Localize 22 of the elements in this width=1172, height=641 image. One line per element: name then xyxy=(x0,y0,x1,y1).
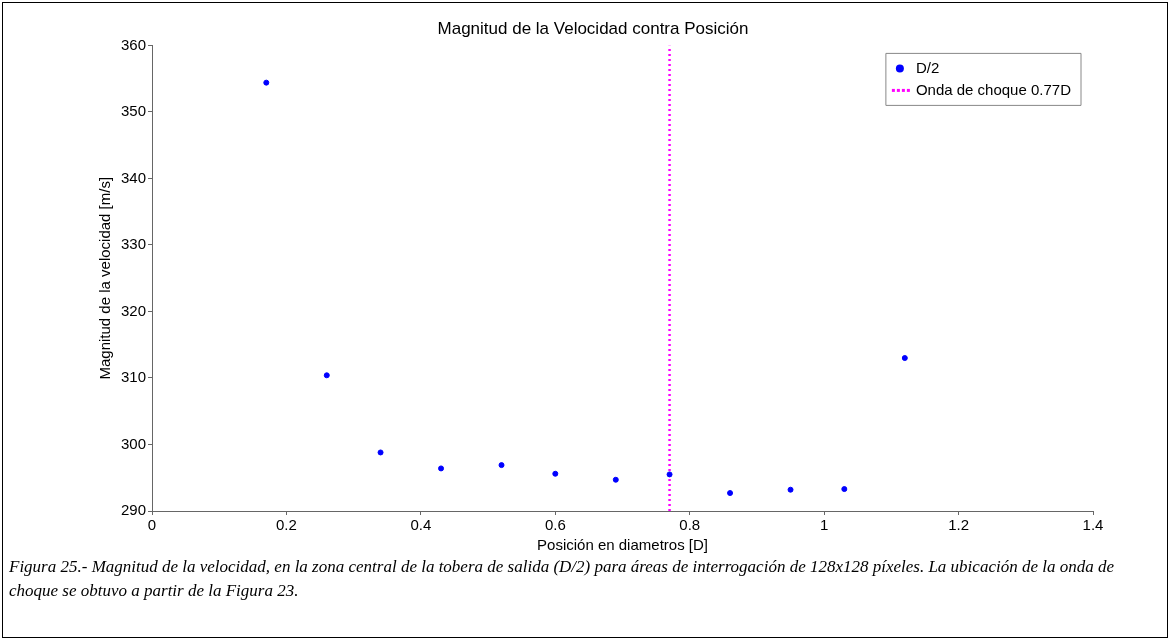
y-tick-label: 320 xyxy=(121,301,147,319)
y-tick-label: 290 xyxy=(121,501,147,519)
y-axis-title: Magnitud de la velocidad [m/s] xyxy=(96,176,114,380)
x-tick-label: 0.2 xyxy=(276,516,297,534)
y-tick-label: 310 xyxy=(121,368,147,386)
y-tick-label: 360 xyxy=(121,35,147,53)
y-tick-label: 340 xyxy=(121,168,147,186)
y-tick-label: 300 xyxy=(121,434,147,452)
x-tick-label: 0.8 xyxy=(679,516,701,534)
x-tick-label: 0 xyxy=(147,516,157,534)
x-tick-label: 1 xyxy=(819,516,829,534)
x-tick-label: 1.2 xyxy=(948,516,969,534)
legend-label: D/2 xyxy=(915,58,940,76)
x-axis-title: Posición en diametros [D] xyxy=(537,536,708,554)
legend-label: Onda de choque 0.77D xyxy=(915,80,1072,98)
text: Figura 25.- Magnitud de la velocidad, en la zona central de la tobera de salida (D/2) para áreas de interrogación de 128x128 píxeles. La ubicación de la onda de choque se obtuvo a partir de la Figura 23. xyxy=(9,556,1115,602)
chart-title: Magnitud de la Velocidad contra Posición xyxy=(437,18,749,38)
x-tick-label: 0.4 xyxy=(410,516,432,534)
x-tick-label: 0.6 xyxy=(544,516,566,534)
x-tick-label: 1.4 xyxy=(1082,516,1104,534)
y-tick-label: 330 xyxy=(121,235,147,253)
y-tick-label: 350 xyxy=(121,102,147,120)
